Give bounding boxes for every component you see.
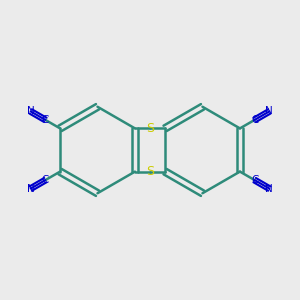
Text: N: N [266,106,273,116]
Text: N: N [266,184,273,194]
Text: N: N [27,184,34,194]
Text: C: C [251,115,258,125]
Text: C: C [251,175,258,185]
Text: S: S [146,165,154,178]
Text: C: C [42,175,49,185]
Text: N: N [27,106,34,116]
Text: C: C [42,115,49,125]
Text: S: S [146,122,154,135]
